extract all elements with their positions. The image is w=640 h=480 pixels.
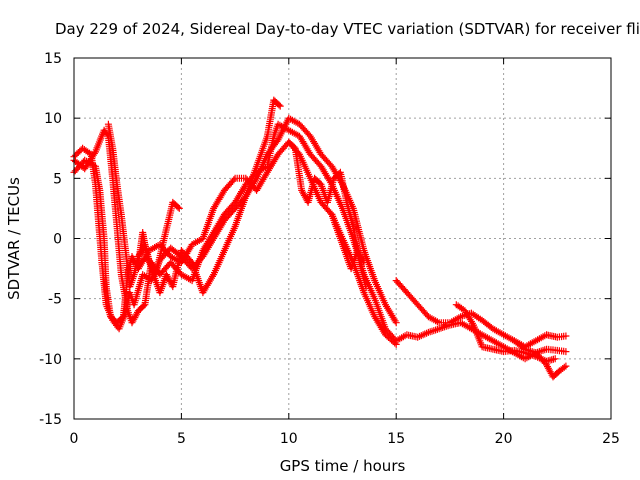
y-tick-label: -15: [39, 412, 62, 428]
series-trace-j: [510, 337, 570, 381]
series-trace-b: [70, 138, 400, 348]
y-tick-label: 15: [44, 51, 62, 67]
y-tick-label: -5: [48, 292, 62, 308]
x-tick-label: 10: [280, 431, 298, 447]
chart-title: Day 229 of 2024, Sidereal Day-to-day VTE…: [55, 20, 640, 38]
x-tick-label: 15: [387, 431, 405, 447]
x-axis-label: GPS time / hours: [280, 457, 406, 475]
x-axis: 0 5 10 15 20 25: [70, 58, 620, 447]
x-tick-label: 20: [495, 431, 513, 447]
data-markers-trace-b: [70, 138, 400, 348]
series-trace-e: [134, 198, 183, 279]
y-axis-label: SDTVAR / TECUs: [5, 177, 23, 300]
y-axis: 15 10 5 0 -5 -10 -15: [39, 51, 611, 428]
series-trace-g: [328, 210, 368, 273]
data-markers-trace-e: [134, 198, 183, 279]
x-tick-label: 25: [602, 431, 620, 447]
series-trace-f: [285, 138, 370, 291]
x-tick-label: 5: [177, 431, 186, 447]
data-markers-trace-g: [328, 210, 368, 273]
data-markers-trace-f: [285, 138, 370, 291]
x-tick-label: 0: [70, 431, 79, 447]
y-tick-label: -10: [39, 352, 62, 368]
data-markers-trace-j: [510, 337, 570, 381]
y-tick-label: 0: [53, 232, 62, 248]
y-tick-label: 10: [44, 111, 62, 127]
y-tick-label: 5: [53, 171, 62, 187]
